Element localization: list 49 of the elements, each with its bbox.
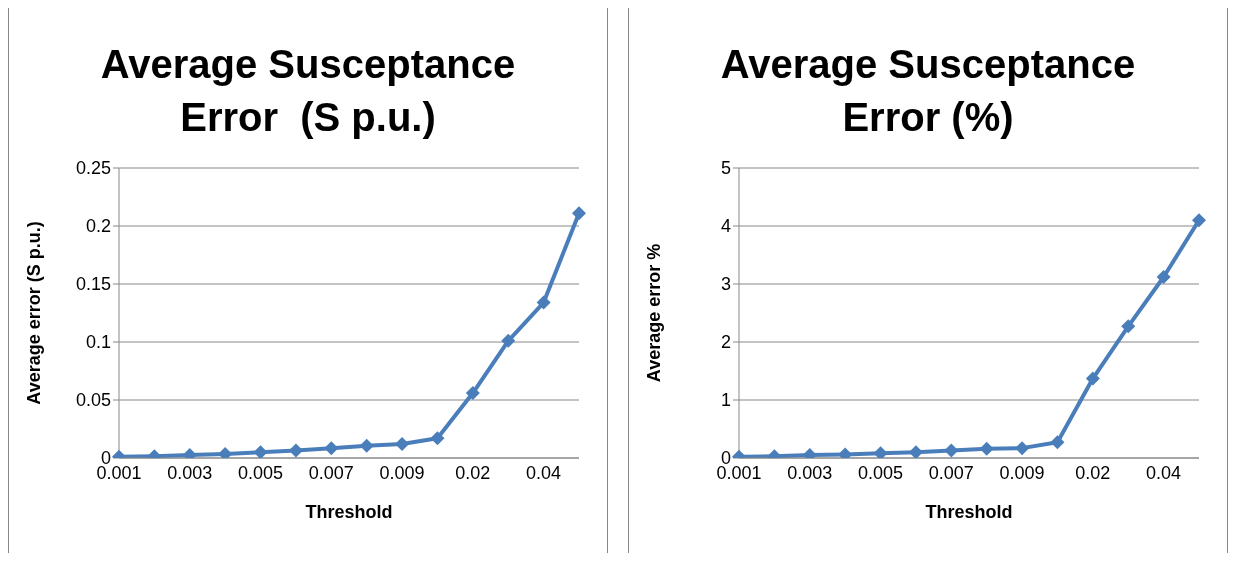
y-tick-label: 0.25 [75, 158, 111, 179]
x-axis-title: Threshold [305, 502, 393, 522]
y-tick-label: 0.05 [75, 390, 111, 411]
point [979, 441, 994, 456]
point [501, 333, 516, 348]
point [1050, 435, 1065, 450]
point [536, 295, 551, 310]
x-tick-label: 0.02 [1075, 462, 1111, 483]
point [288, 443, 303, 458]
y-tick-label: 0.1 [85, 332, 111, 353]
x-axis-title: Threshold [925, 502, 1013, 522]
x-tick-label: 0.003 [787, 462, 833, 483]
point [430, 431, 445, 446]
point [1015, 441, 1030, 456]
point [1121, 319, 1136, 334]
x-tick-label: 0.003 [167, 462, 213, 483]
y-tick-label: 5 [720, 158, 731, 179]
y-tick-label: 3 [720, 274, 731, 295]
chart-title: Average Susceptance Error (%) [719, 41, 1137, 141]
x-tick-label: 0.04 [526, 462, 562, 483]
point [395, 437, 410, 452]
x-tick-label: 0.02 [455, 462, 491, 483]
x-tick-label: 0.005 [238, 462, 284, 483]
point [944, 443, 959, 458]
y-axis-title: Average error % [644, 243, 665, 383]
x-tick-label: 0.005 [858, 462, 904, 483]
point [465, 386, 480, 401]
chart-title: Average Susceptance Error (S p.u.) [99, 41, 517, 141]
y-axis-title: Average error (S p.u.) [24, 221, 45, 405]
x-tick-label: 0.007 [308, 462, 354, 483]
y-tick-label: 4 [720, 216, 731, 237]
point [218, 446, 233, 458]
point [572, 206, 586, 221]
point [359, 438, 374, 453]
x-tick-label: 0.04 [1146, 462, 1182, 483]
y-tick-label: 0.2 [85, 216, 111, 237]
point [908, 445, 923, 458]
point [1156, 270, 1171, 285]
y-tick-label: 0.15 [75, 274, 111, 295]
x-tick-label: 0.009 [999, 462, 1045, 483]
point [1192, 213, 1206, 228]
y-tick-label: 2 [720, 332, 731, 353]
point [873, 446, 888, 458]
point [324, 441, 339, 456]
point [253, 445, 268, 458]
x-tick-label: 0.009 [379, 462, 425, 483]
point [1085, 371, 1100, 386]
x-tick-label: 0.007 [928, 462, 974, 483]
y-tick-label: 1 [720, 390, 731, 411]
